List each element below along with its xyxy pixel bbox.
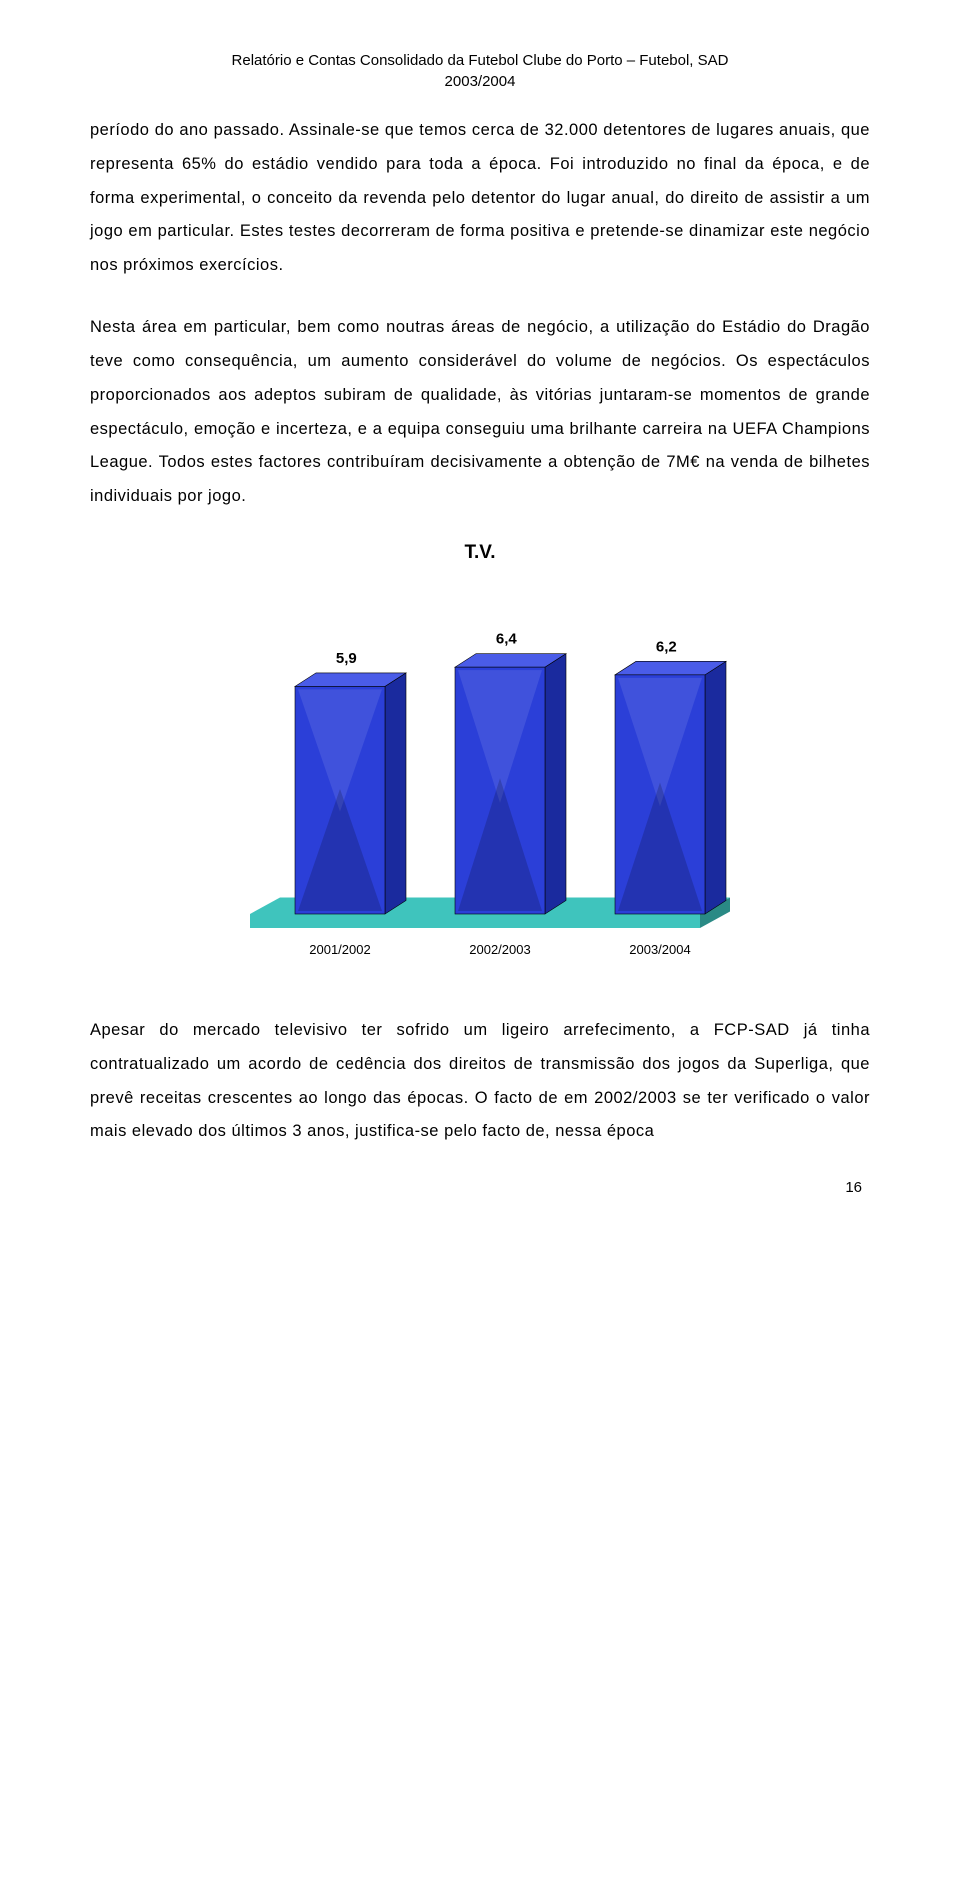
chart-svg: 5,9 2001/2002 6,4 2002/2003 6,2 2003/2004 (220, 574, 740, 974)
body-text: período do ano passado. Assinale-se que … (90, 114, 870, 514)
page-number: 16 (90, 1179, 870, 1196)
paragraph-2: Nesta área em particular, bem como noutr… (90, 311, 870, 514)
header-line-2: 2003/2004 (90, 71, 870, 92)
tv-chart: T.V. 5,9 2001/2002 6,4 2002/2003 6,2 2003/200… (90, 542, 870, 974)
paragraph-3: Apesar do mercado televisivo ter sofrido… (90, 1014, 870, 1149)
header-line-1: Relatório e Contas Consolidado da Futebo… (90, 50, 870, 71)
paragraph-1: período do ano passado. Assinale-se que … (90, 114, 870, 283)
svg-text:2002/2003: 2002/2003 (469, 942, 530, 957)
body-text-2: Apesar do mercado televisivo ter sofrido… (90, 1014, 870, 1149)
svg-text:2001/2002: 2001/2002 (309, 942, 370, 957)
svg-text:2003/2004: 2003/2004 (629, 942, 690, 957)
svg-text:6,4: 6,4 (496, 631, 518, 648)
document-header: Relatório e Contas Consolidado da Futebo… (90, 50, 870, 92)
chart-title: T.V. (90, 542, 870, 564)
svg-text:5,9: 5,9 (336, 650, 357, 667)
svg-text:6,2: 6,2 (656, 638, 677, 655)
